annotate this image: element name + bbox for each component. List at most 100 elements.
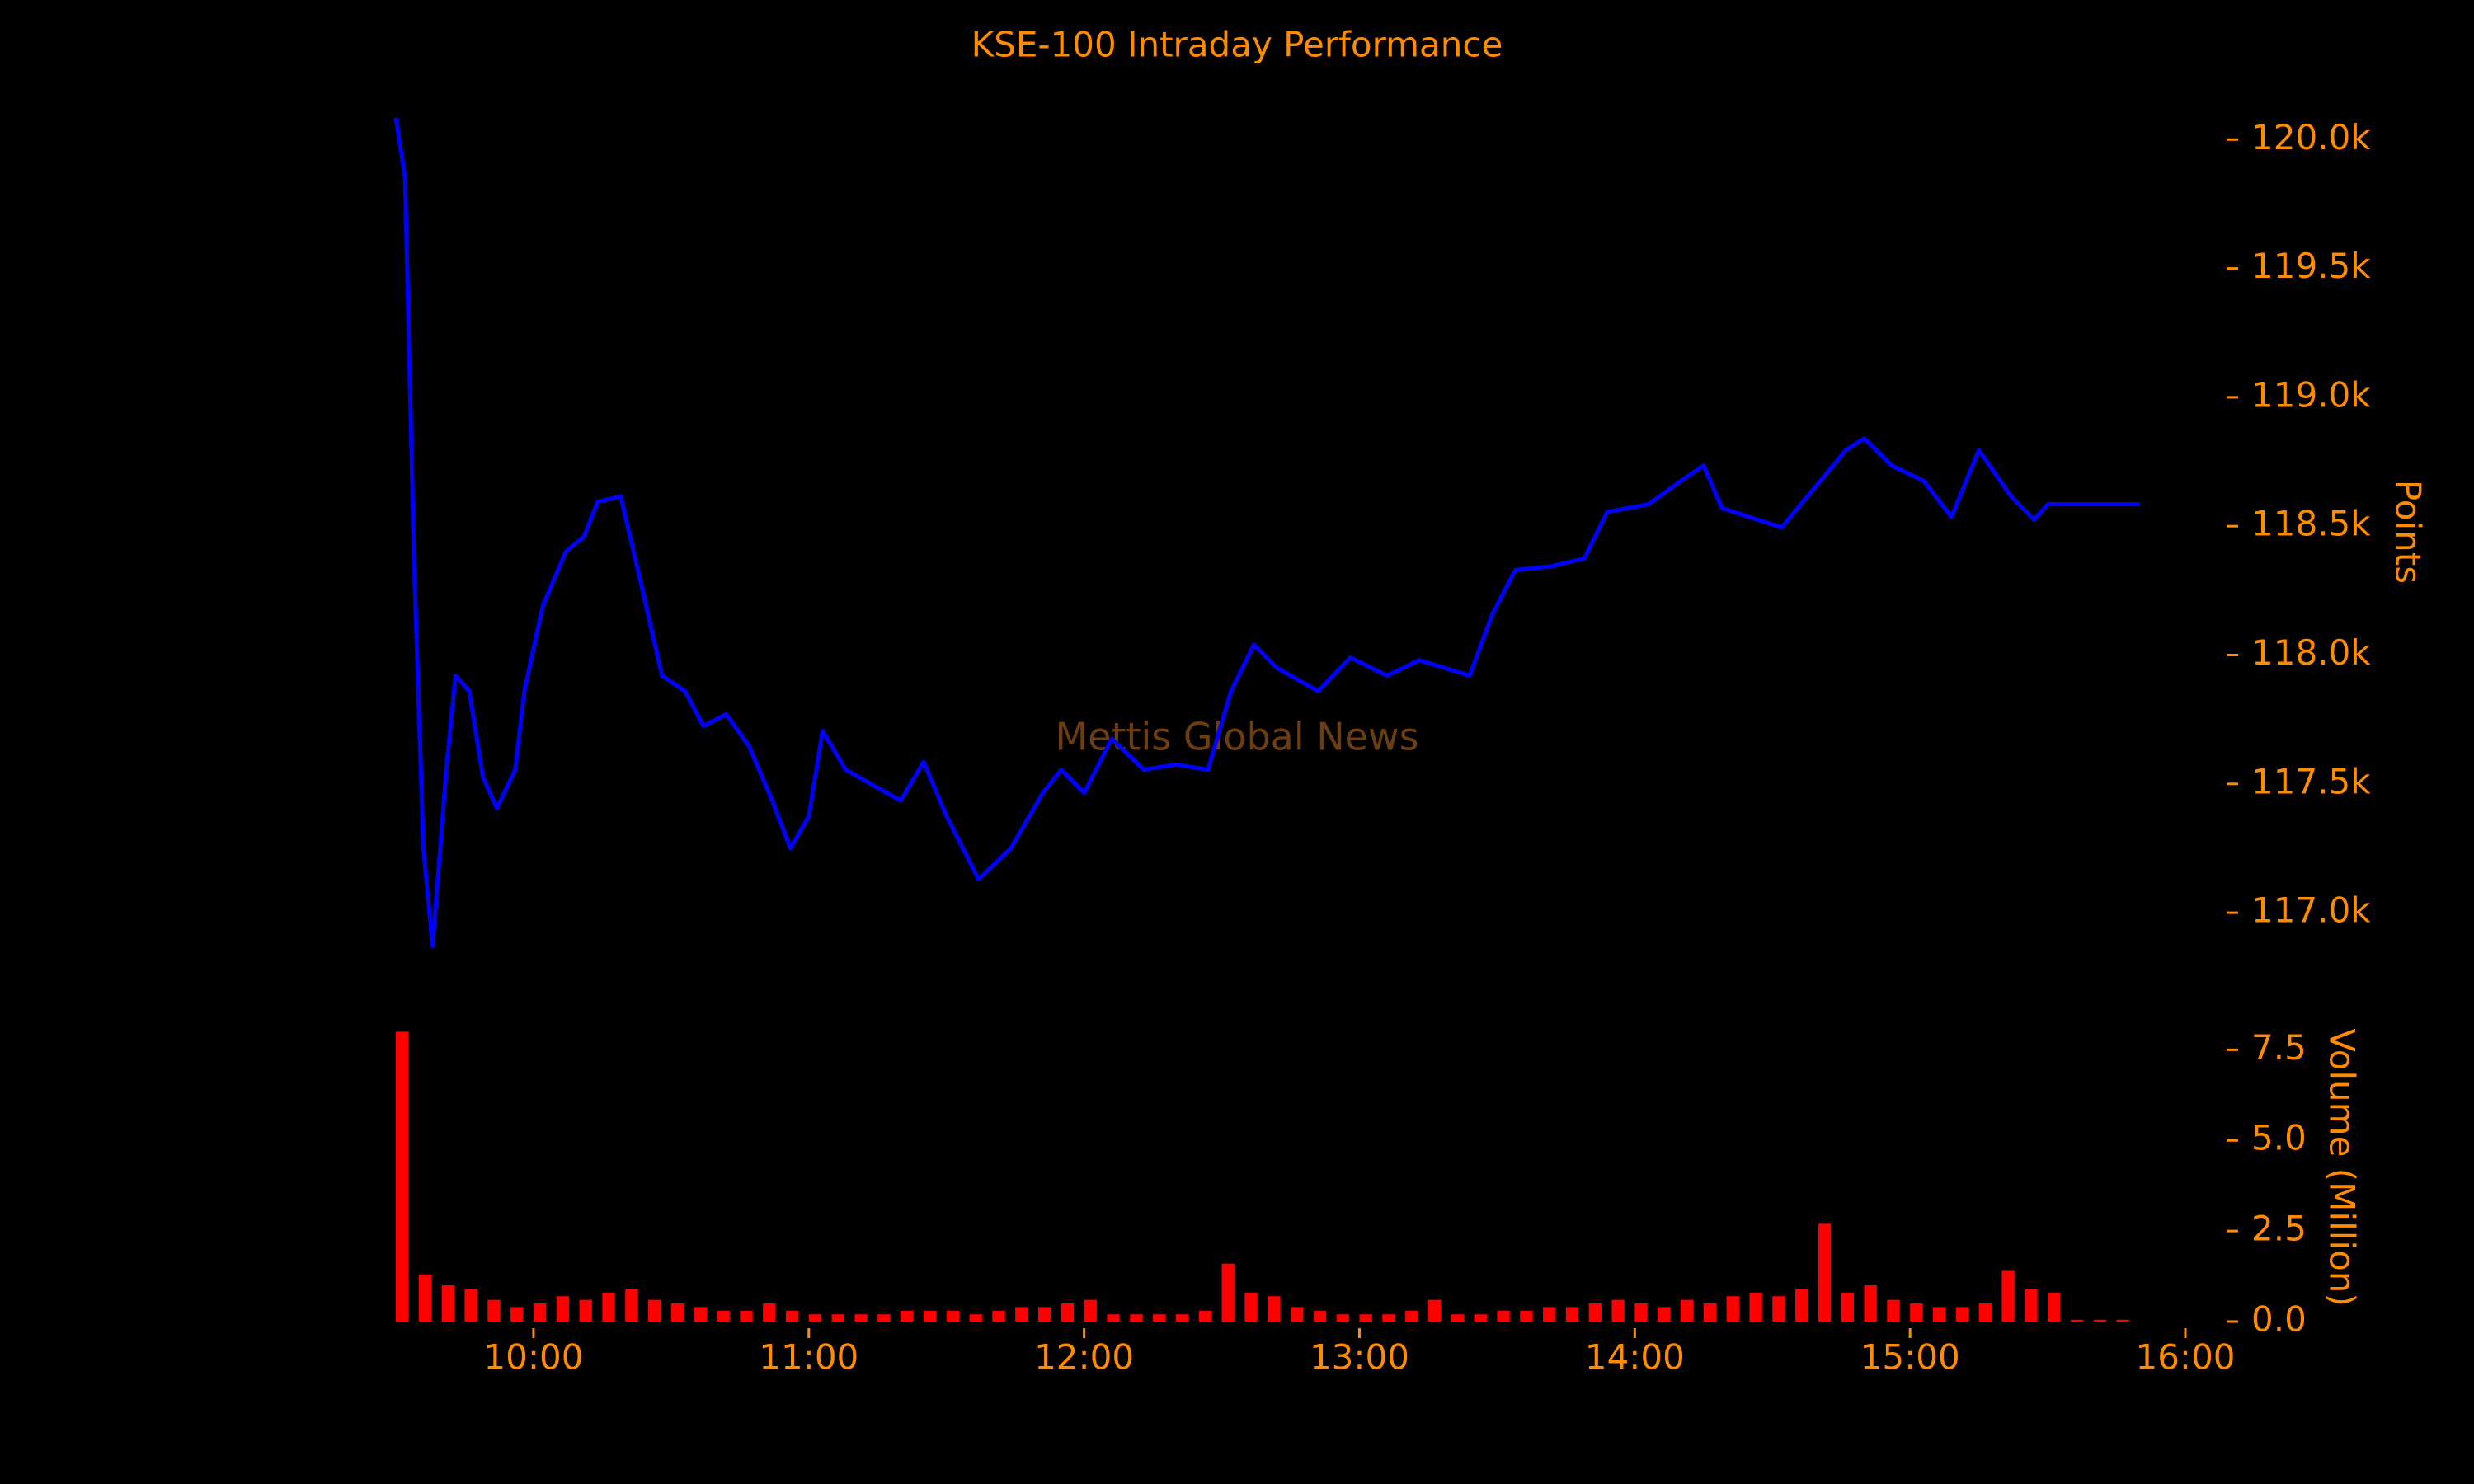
y-axis-label: Volume (Million): [2322, 1028, 2363, 1307]
x-tick-label: 15:00: [1860, 1337, 1960, 1378]
volume-bar: [1955, 1307, 1969, 1322]
volume-bar: [1359, 1314, 1372, 1322]
volume-bar: [396, 1031, 409, 1322]
volume-bar: [2116, 1319, 2129, 1322]
volume-bar: [1015, 1307, 1028, 1322]
volume-bar: [1130, 1314, 1143, 1322]
volume-bar: [1658, 1307, 1671, 1322]
volume-bar: [694, 1307, 707, 1322]
volume-bar: [831, 1314, 844, 1322]
volume-bar: [1588, 1303, 1602, 1322]
volume-bar: [441, 1285, 454, 1322]
volume-bar: [1382, 1314, 1395, 1322]
volume-bar: [1864, 1285, 1877, 1322]
volume-bar: [1703, 1303, 1717, 1322]
y-axis-label: Points: [2388, 480, 2429, 584]
chart-title: KSE-100 Intraday Performance: [971, 25, 1503, 65]
volume-bar: [785, 1310, 799, 1322]
volume-bar: [1313, 1310, 1327, 1322]
volume-bar: [946, 1310, 959, 1322]
y-tick-label: 119.0k: [2251, 374, 2371, 415]
x-tick-label: 11:00: [759, 1337, 858, 1378]
volume-bar: [1978, 1303, 1992, 1322]
volume-bar: [1795, 1289, 1808, 1322]
volume-bar: [648, 1299, 661, 1322]
x-tick-label: 16:00: [2135, 1337, 2235, 1378]
volume-bar: [1841, 1292, 1854, 1322]
volume-bar: [1427, 1299, 1442, 1322]
volume-bar: [1405, 1310, 1418, 1322]
volume-bar: [901, 1310, 914, 1322]
volume-bar: [969, 1314, 982, 1322]
volume-bar: [1932, 1307, 1946, 1322]
volume-bar: [487, 1299, 501, 1322]
volume-bar: [717, 1310, 730, 1322]
x-tick-label: 14:00: [1585, 1337, 1685, 1378]
y-tick-label: 0.0: [2251, 1299, 2307, 1340]
volume-bar: [1037, 1307, 1051, 1322]
volume-bar: [464, 1289, 477, 1322]
y-tick-label: 119.5k: [2251, 246, 2371, 286]
volume-bar: [670, 1303, 684, 1322]
volume-bar: [1244, 1292, 1258, 1322]
watermark: Mettis Global News: [1055, 715, 1418, 759]
volume-bar: [2093, 1319, 2107, 1322]
volume-bar: [1061, 1303, 1075, 1322]
volume-bar: [1726, 1296, 1739, 1322]
volume-bar: [1291, 1307, 1304, 1322]
volume-bar: [740, 1310, 753, 1322]
volume-bar: [556, 1296, 570, 1322]
volume-bar: [992, 1310, 1005, 1322]
volume-bar: [1520, 1310, 1533, 1322]
y-tick-label: 118.0k: [2251, 632, 2371, 673]
x-tick-label: 10:00: [483, 1337, 583, 1378]
volume-bar: [763, 1303, 776, 1322]
price-line: [393, 117, 2140, 949]
volume-bar: [1175, 1314, 1189, 1322]
volume-bar: [1268, 1296, 1281, 1322]
volume-bar: [1887, 1299, 1900, 1322]
volume-bar: [2070, 1319, 2084, 1322]
volume-bar: [2025, 1289, 2038, 1322]
volume-bar: [1451, 1314, 1465, 1322]
x-tick-label: 13:00: [1310, 1337, 1409, 1378]
volume-bar: [1818, 1223, 1832, 1322]
volume-bar: [510, 1307, 524, 1322]
y-tick-label: 2.5: [2251, 1209, 2307, 1249]
volume-bar: [808, 1314, 822, 1322]
volume-bar: [1565, 1307, 1579, 1322]
volume-bar: [533, 1303, 547, 1322]
volume-bar: [1634, 1303, 1648, 1322]
y-tick-label: 120.0k: [2251, 117, 2371, 157]
volume-bar: [579, 1299, 592, 1322]
volume-bar: [1336, 1314, 1349, 1322]
volume-bar: [854, 1314, 868, 1322]
y-tick-label: 117.5k: [2251, 761, 2371, 801]
volume-bar: [2048, 1292, 2061, 1322]
volume-bar: [1221, 1263, 1235, 1322]
volume-bar: [1497, 1310, 1510, 1322]
volume-bar: [877, 1314, 891, 1322]
volume-bar: [1084, 1299, 1097, 1322]
volume-bar: [923, 1310, 937, 1322]
volume-bar: [1611, 1299, 1625, 1322]
volume-bar: [602, 1292, 615, 1322]
volume-bar: [1749, 1292, 1762, 1322]
volume-bar: [625, 1289, 638, 1322]
volume-bar: [1153, 1314, 1166, 1322]
volume-bar: [1474, 1314, 1487, 1322]
volume-bar: [1772, 1296, 1785, 1322]
y-tick-label: 7.5: [2251, 1027, 2307, 1068]
y-tick-label: 5.0: [2251, 1118, 2307, 1158]
volume-bar: [1680, 1299, 1694, 1322]
volume-bar: [2001, 1270, 2015, 1322]
volume-bar: [1543, 1307, 1556, 1322]
volume-bar: [1107, 1314, 1120, 1322]
volume-bar: [1910, 1303, 1923, 1322]
volume-bar: [1198, 1310, 1212, 1322]
y-tick-label: 117.0k: [2251, 890, 2371, 931]
volume-bar: [418, 1274, 432, 1322]
